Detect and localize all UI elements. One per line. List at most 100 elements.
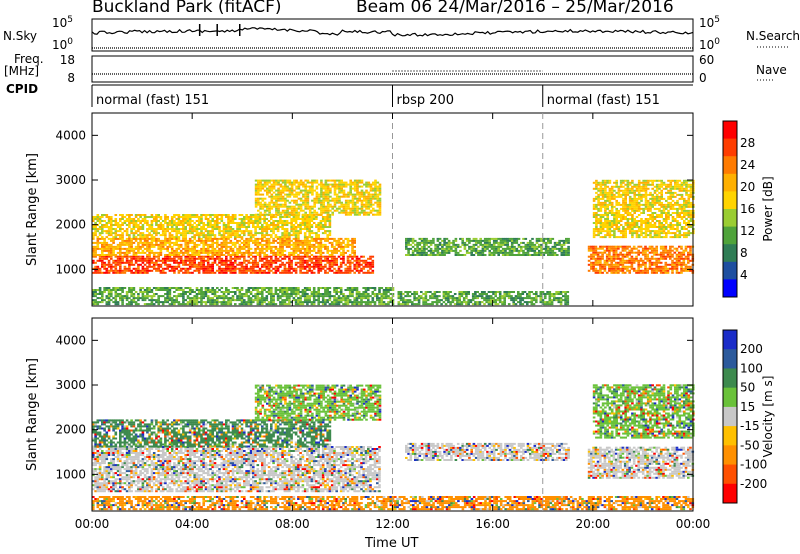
heatmap-cell bbox=[465, 291, 468, 293]
heatmap-cell bbox=[346, 265, 350, 268]
heatmap-cell bbox=[544, 295, 547, 298]
heatmap-cell bbox=[406, 293, 410, 295]
heatmap-cell bbox=[243, 255, 246, 258]
heatmap-cell bbox=[161, 232, 165, 235]
heatmap-cell bbox=[547, 254, 550, 256]
heatmap-cell bbox=[564, 303, 567, 306]
heatmap-cell bbox=[229, 297, 233, 300]
heatmap-cell bbox=[256, 237, 260, 240]
heatmap-cell bbox=[222, 263, 226, 266]
heatmap-cell bbox=[209, 220, 212, 222]
heatmap-cell bbox=[188, 299, 192, 302]
heatmap-cell bbox=[297, 226, 300, 228]
heatmap-cell bbox=[429, 291, 432, 293]
heatmap-cell bbox=[159, 239, 163, 242]
heatmap-cell bbox=[335, 263, 338, 266]
heatmap-cell bbox=[301, 224, 305, 226]
heatmap-cell bbox=[467, 303, 470, 306]
heatmap-cell bbox=[258, 287, 262, 289]
heatmap-cell bbox=[227, 224, 230, 226]
heatmap-cell bbox=[351, 241, 354, 244]
heatmap-cell bbox=[243, 222, 246, 224]
heatmap-cell bbox=[164, 218, 167, 220]
heatmap-cell bbox=[494, 291, 497, 293]
heatmap-cell bbox=[175, 265, 178, 268]
heatmap-cell bbox=[227, 220, 230, 222]
heatmap-cell bbox=[371, 261, 375, 264]
heatmap-cell bbox=[227, 259, 230, 262]
heatmap-cell bbox=[299, 251, 302, 254]
heatmap-cell bbox=[387, 291, 390, 293]
heatmap-cell bbox=[402, 301, 405, 304]
heatmap-cell bbox=[553, 299, 556, 302]
heatmap-cell bbox=[295, 207, 298, 210]
heatmap-cell bbox=[522, 245, 525, 248]
heatmap-cell bbox=[424, 291, 428, 293]
heatmap-cell bbox=[175, 232, 178, 235]
heatmap-cell bbox=[297, 293, 300, 295]
heatmap-cell bbox=[276, 222, 280, 224]
heatmap-cell bbox=[301, 245, 305, 248]
heatmap-cell bbox=[311, 191, 314, 194]
heatmap-cell bbox=[137, 251, 140, 254]
heatmap-cell bbox=[290, 191, 294, 194]
heatmap-cell bbox=[294, 299, 298, 302]
heatmap-cell bbox=[218, 222, 221, 224]
heatmap-cell bbox=[245, 249, 248, 252]
heatmap-cell bbox=[507, 295, 511, 298]
heatmap-cell bbox=[435, 303, 439, 306]
heatmap-cell bbox=[137, 224, 140, 226]
heatmap-cell bbox=[333, 189, 337, 192]
heatmap-cell bbox=[562, 291, 565, 293]
heatmap-cell bbox=[526, 293, 529, 295]
heatmap-cell bbox=[409, 239, 413, 242]
heatmap-cell bbox=[310, 259, 314, 262]
heatmap-cell bbox=[321, 245, 325, 248]
heatmap-cell bbox=[263, 247, 266, 250]
heatmap-cell bbox=[295, 181, 298, 184]
heatmap-cell bbox=[121, 239, 124, 242]
heatmap-cell bbox=[351, 207, 355, 210]
heatmap-cell bbox=[322, 209, 325, 212]
heatmap-cell bbox=[130, 259, 133, 262]
heatmap-cell bbox=[258, 293, 262, 295]
heatmap-cell bbox=[337, 301, 341, 304]
heatmap-cell bbox=[152, 255, 156, 258]
heatmap-cell bbox=[301, 239, 305, 242]
heatmap-cell bbox=[222, 239, 226, 242]
heatmap-cell bbox=[324, 195, 328, 198]
heatmap-cell bbox=[306, 185, 310, 188]
heatmap-cell bbox=[92, 247, 95, 250]
heatmap-cell bbox=[363, 205, 366, 208]
heatmap-cell bbox=[488, 249, 491, 252]
heatmap-cell bbox=[119, 251, 122, 254]
heatmap-cell bbox=[399, 299, 403, 302]
heatmap-cell bbox=[279, 218, 282, 220]
heatmap-cell bbox=[547, 245, 550, 248]
heatmap-cell bbox=[216, 237, 219, 240]
heatmap-cell bbox=[425, 243, 428, 246]
heatmap-cell bbox=[211, 232, 214, 235]
heatmap-cell bbox=[222, 237, 226, 240]
heatmap-cell bbox=[148, 237, 151, 240]
heatmap-cell bbox=[270, 255, 273, 258]
heatmap-cell bbox=[288, 201, 292, 204]
heatmap-cell bbox=[168, 234, 172, 237]
heatmap-cell bbox=[322, 203, 325, 206]
heatmap-cell bbox=[389, 293, 393, 295]
heatmap-cell bbox=[218, 243, 221, 246]
heatmap-cell bbox=[265, 230, 269, 233]
heatmap-cell bbox=[110, 232, 113, 235]
heatmap-cell bbox=[229, 239, 233, 242]
heatmap-cell bbox=[261, 259, 264, 262]
heatmap-cell bbox=[266, 187, 269, 190]
heatmap-cell bbox=[324, 239, 327, 242]
heatmap-cell bbox=[184, 267, 187, 270]
heatmap-cell bbox=[306, 179, 310, 182]
heatmap-cell bbox=[202, 263, 205, 266]
heatmap-cell bbox=[442, 291, 446, 293]
heatmap-cell bbox=[472, 254, 476, 256]
heatmap-cell bbox=[252, 241, 255, 244]
heatmap-cell bbox=[182, 222, 185, 224]
heatmap-cell bbox=[240, 269, 244, 272]
